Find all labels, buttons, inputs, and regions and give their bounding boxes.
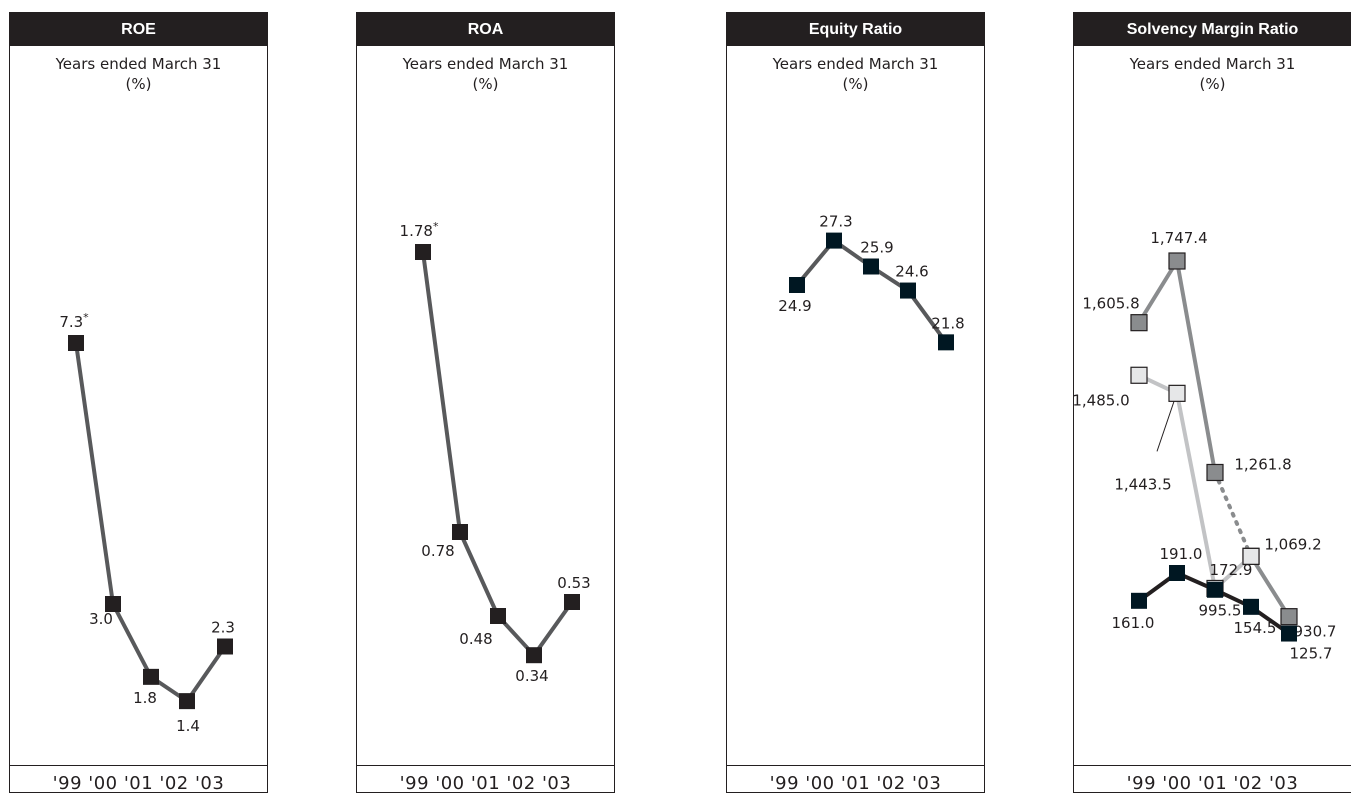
data-label: 1,443.5 [1114,475,1171,493]
series-line-segment [1213,470,1253,559]
data-label: 0.48 [459,630,492,648]
roe-chart-plot: 7.3* 3.0 1.8 1.4 2.3 [59,311,235,735]
roa-chart-plot: 1.78* 0.78 0.48 0.34 0.53 [400,220,591,685]
x-axis-line [1074,765,1351,766]
data-point-marker [1206,463,1224,482]
data-label: 930.7 [1294,623,1337,641]
data-label: 3.0 [89,610,113,628]
data-label: 25.9 [860,239,893,257]
chart-unit: (%) [842,75,869,93]
data-point-marker [1242,547,1260,565]
data-label: 2.3 [211,619,235,637]
chart-unit: (%) [1199,75,1226,93]
series-line-segment [1175,391,1217,591]
data-point-marker [789,277,805,293]
data-point-marker [1130,314,1148,332]
series-line-segment [111,602,153,679]
data-point-marker [526,647,542,664]
series-line-segment [906,288,948,345]
equity-ratio-chart-plot: 24.9 27.3 25.924.6 21.8 [778,213,965,351]
chart-title: Solvency Margin Ratio [1074,13,1351,46]
series-line-segment [421,250,462,534]
data-point-marker [1243,598,1259,615]
data-point-marker [1168,252,1186,270]
data-point-marker [452,524,468,540]
x-tick-labels: '99 '00 '01 '02 '03 [52,773,225,794]
series-line-segment [1249,554,1291,619]
chart-title: Equity Ratio [727,13,984,46]
chart-subtitle: Years ended March 31 [772,55,939,73]
data-point-marker [68,335,84,351]
series-line-segment [74,341,115,607]
data-label: 1,261.8 [1234,455,1291,473]
data-point-marker [900,282,916,299]
equity-ratio-chart-panel: Equity Ratio Years ended March 31 (%) 24… [726,12,985,794]
data-label: 1.78* [400,220,439,240]
data-point-marker [1280,608,1298,626]
data-point-marker [938,334,954,351]
series-line-segment [532,600,574,658]
x-tick-labels: '99 '00 '01 '02 '03 [399,773,572,794]
x-tick-labels: '99 '00 '01 '02 '03 [1126,773,1299,794]
data-label: 191.0 [1160,545,1203,563]
data-point-marker [863,258,879,275]
data-point-marker [1168,384,1186,402]
x-axis-line [10,765,267,766]
data-label: 0.34 [515,667,548,685]
x-axis-line [357,765,614,766]
data-point-marker [490,608,506,624]
chart-unit: (%) [125,75,152,93]
chart-unit: (%) [472,75,499,93]
data-point-marker [826,232,842,249]
data-label: 995.5 [1199,601,1242,619]
data-label: 0.78 [421,542,454,560]
data-point-marker [217,638,233,655]
data-label: 125.7 [1290,645,1333,663]
solvency-margin-ratio-chart-plot: 1,605.8 1,747.4 1,261.8 1,069.2 930.7 1,485.0… [1074,229,1337,663]
data-point-marker [415,244,431,260]
x-axis-line [727,765,984,766]
data-label: 154.5 [1234,619,1277,637]
chart-subtitle: Years ended March 31 [402,55,569,73]
data-label: 1,485.0 [1074,391,1130,409]
chart-title: ROA [357,13,614,46]
data-label: 0.53 [557,574,590,592]
data-point-marker [1169,565,1185,581]
data-point-marker [564,594,580,610]
data-label: 21.8 [931,314,964,332]
data-point-marker [1131,592,1147,609]
series-line-segment [185,644,227,704]
data-point-marker [143,668,159,685]
roa-chart-panel: ROA Years ended March 31 (%) 1.78* 0.78 0.… [356,12,615,794]
data-point-marker [105,596,121,613]
data-label: 1.8 [133,689,157,707]
series-line-segment [1175,259,1217,475]
data-label: 24.9 [778,297,811,315]
data-label: 172.9 [1210,561,1253,579]
series-line-segment [458,530,500,618]
data-label: 24.6 [895,263,928,281]
chart-subtitle: Years ended March 31 [1129,55,1296,73]
data-label: 1,069.2 [1264,535,1321,553]
data-label: 1,605.8 [1082,295,1139,313]
chart-subtitle: Years ended March 31 [55,55,222,73]
x-tick-labels: '99 '00 '01 '02 '03 [769,773,942,794]
chart-title: ROE [10,13,267,46]
label-leader-line [1156,401,1175,452]
data-label: 27.3 [819,213,852,231]
roe-chart-panel: ROE Years ended March 31 (%) 7.3* 3.0 1.8 1… [9,12,268,794]
data-point-marker [1281,625,1297,642]
data-label: 1.4 [176,717,200,735]
data-point-marker [179,693,195,710]
data-point-marker [1130,366,1148,384]
data-point-marker [1207,581,1223,598]
solvency-margin-ratio-chart-panel: Solvency Margin Ratio Years ended March … [1073,12,1351,794]
data-label: 1,747.4 [1150,229,1207,247]
series-line-segment [1137,259,1179,325]
data-label: 161.0 [1112,614,1155,632]
data-label: 7.3* [59,311,89,331]
